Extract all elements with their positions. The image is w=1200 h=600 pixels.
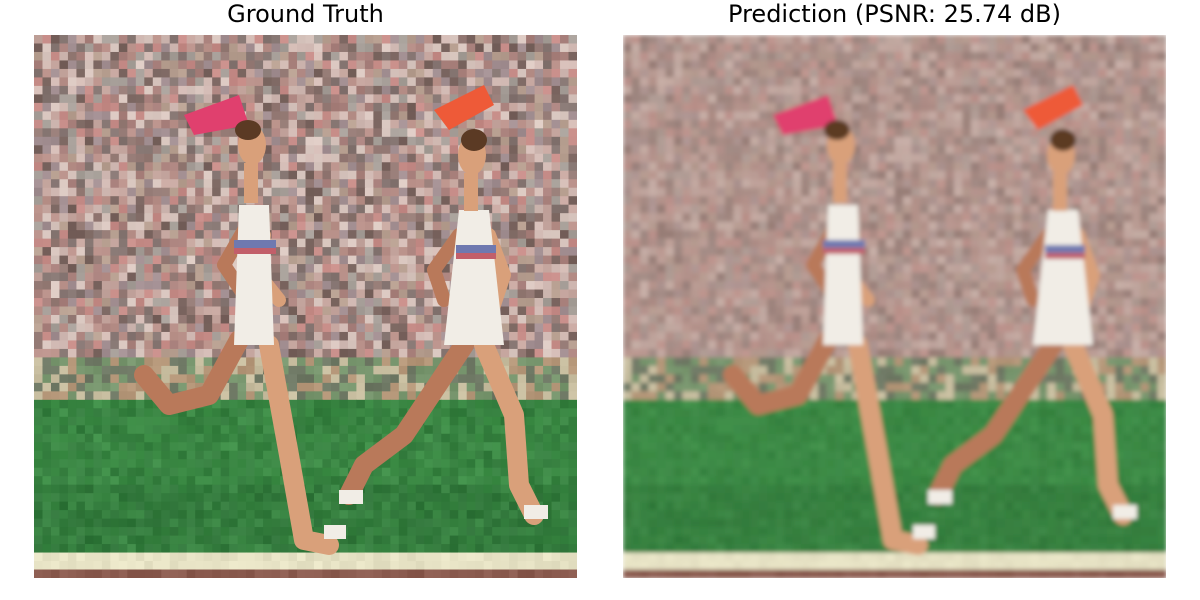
runner2-front-leg bbox=[1063, 335, 1133, 525]
runner2-arm-back bbox=[1016, 228, 1055, 307]
runner2-neck bbox=[464, 173, 478, 211]
flag-left bbox=[773, 95, 838, 135]
runner1-hair bbox=[235, 120, 261, 140]
runner2-shoe-back bbox=[928, 490, 952, 504]
runner1-torso bbox=[234, 205, 274, 345]
runner2-shoe-back bbox=[339, 490, 363, 504]
runner1-torso bbox=[823, 205, 863, 345]
runner2-back-leg bbox=[339, 335, 474, 505]
runner1-neck bbox=[833, 163, 847, 203]
runner1-kit-stripe-red bbox=[234, 248, 276, 254]
runner1-kit-stripe-blue bbox=[823, 240, 865, 248]
runner1-shoe bbox=[913, 525, 935, 539]
runner2-kit-stripe-blue bbox=[456, 245, 496, 253]
runner2-arm-back bbox=[427, 228, 466, 307]
runner1-shoe bbox=[324, 525, 346, 539]
flag-right bbox=[1023, 85, 1083, 130]
runner2-torso bbox=[444, 210, 504, 345]
runner1-hair bbox=[824, 120, 850, 140]
runner2-hair bbox=[1050, 129, 1076, 151]
prediction-image bbox=[623, 35, 1166, 578]
runner1-kit-stripe-blue bbox=[234, 240, 276, 248]
flag-right bbox=[434, 85, 494, 130]
runner2-front-leg bbox=[474, 335, 544, 525]
prediction-title: Prediction (PSNR: 25.74 dB) bbox=[728, 0, 1061, 28]
runner2-kit-stripe-red bbox=[456, 253, 496, 259]
runner2-back-leg bbox=[928, 335, 1063, 505]
prediction-blurred-content bbox=[623, 35, 1166, 578]
runner2-shoe-front bbox=[524, 505, 548, 519]
runner1-back-leg bbox=[723, 330, 838, 415]
runner1-kit-stripe-red bbox=[823, 248, 865, 254]
ground-truth-image bbox=[34, 35, 577, 578]
runner1-front-leg bbox=[259, 335, 339, 555]
runner2-kit-stripe-red bbox=[1045, 253, 1085, 259]
ground-truth-title: Ground Truth bbox=[227, 0, 384, 28]
runner2-kit-stripe-blue bbox=[1045, 245, 1085, 253]
runner1-back-leg bbox=[134, 330, 249, 415]
runner2-shoe-front bbox=[1113, 505, 1137, 519]
flag-left bbox=[184, 95, 249, 135]
runner1-front-leg bbox=[848, 335, 928, 555]
runner2-hair bbox=[461, 129, 487, 151]
runner2-torso bbox=[1033, 210, 1093, 345]
runner2-neck bbox=[1053, 173, 1067, 211]
runner1-neck bbox=[244, 163, 258, 203]
